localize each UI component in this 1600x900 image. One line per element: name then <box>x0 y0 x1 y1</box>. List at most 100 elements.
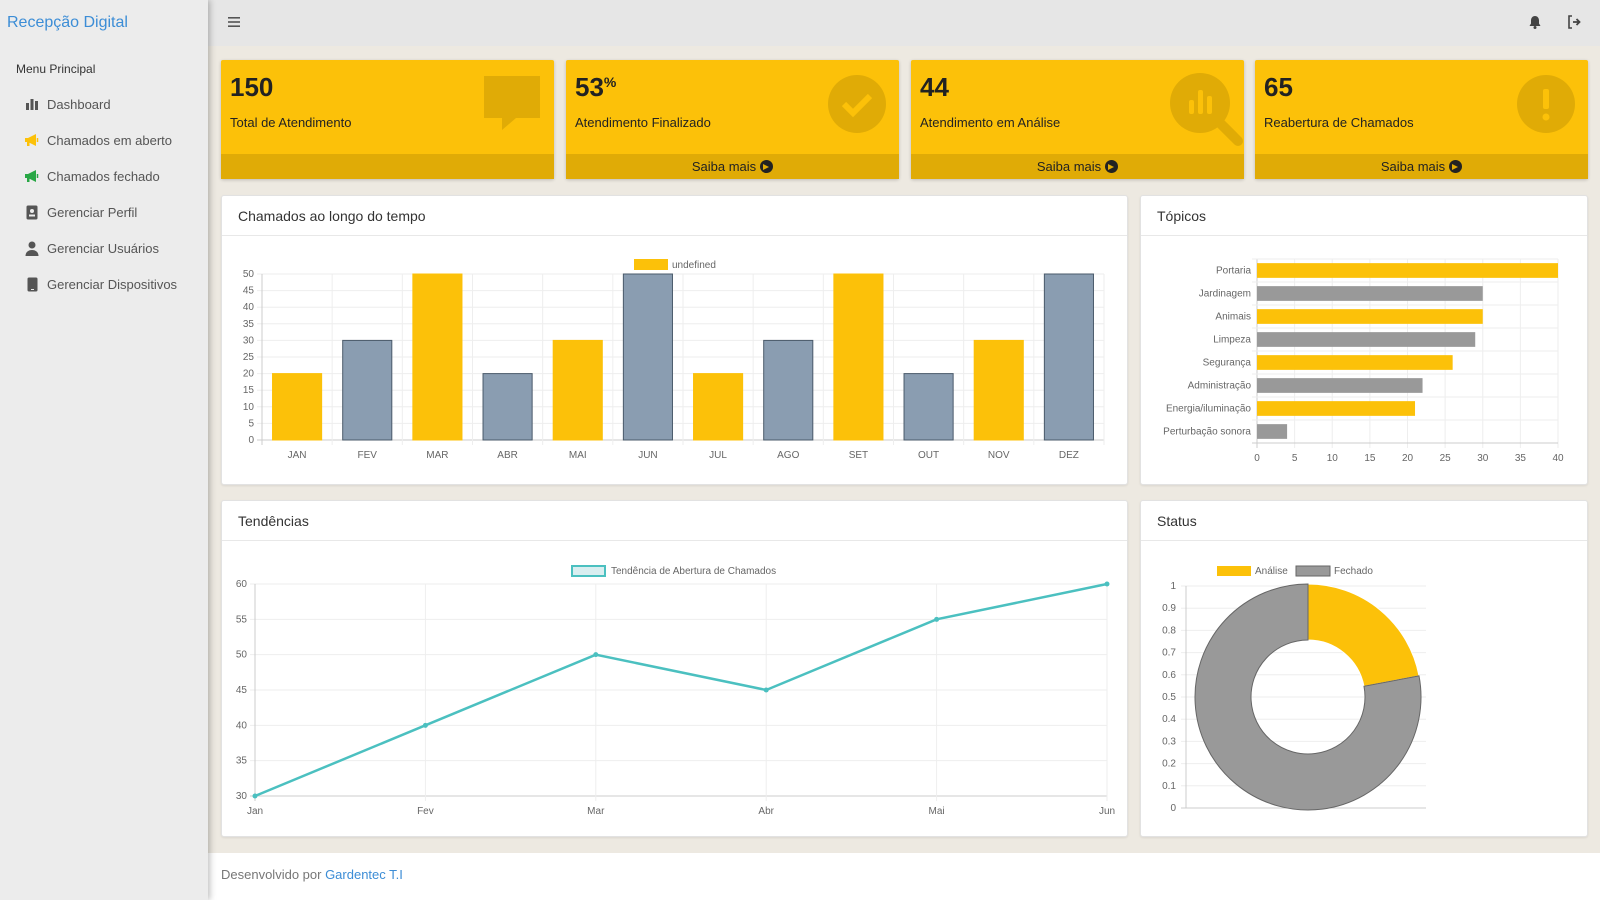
x-tick-label: Abr <box>758 806 774 817</box>
bar <box>903 373 954 441</box>
bar <box>1257 378 1423 393</box>
stat-value: 65 <box>1264 72 1293 102</box>
sidebar: Recepção Digital Menu Principal Dashboar… <box>0 0 208 900</box>
stat-value: 53% <box>575 72 617 102</box>
x-tick-label: 15 <box>1364 453 1376 464</box>
series-line <box>254 582 1108 798</box>
comment-icon <box>484 76 540 130</box>
bar <box>1257 286 1483 301</box>
data-point <box>593 652 599 658</box>
arrow-circle-right-icon <box>1105 160 1119 173</box>
legend-label: Análise <box>1255 566 1288 577</box>
y-tick-label: 0.1 <box>1162 781 1176 792</box>
legend-label: Tendência de Abertura de Chamados <box>611 566 776 577</box>
sidebar-item-chamados-fechado[interactable]: Chamados fechado <box>0 158 208 194</box>
stat-label: Atendimento Finalizado <box>575 115 711 130</box>
saiba-mais-link[interactable]: Saiba mais <box>911 154 1244 179</box>
x-tick-label: JUL <box>709 450 727 461</box>
stat-label: Total de Atendimento <box>230 115 352 130</box>
sidebar-item-gerenciar-usu-rios[interactable]: Gerenciar Usuários <box>0 230 208 266</box>
stat-label: Reabertura de Chamados <box>1264 115 1414 130</box>
y-tick-label: 0 <box>248 435 254 446</box>
y-tick-label: 0.7 <box>1162 648 1176 659</box>
legend-swatch <box>1295 565 1331 577</box>
y-tick-label: 35 <box>243 319 255 330</box>
x-tick-label: Mai <box>929 806 945 817</box>
page-footer: Desenvolvido por Gardentec T.I <box>208 853 1600 900</box>
y-tick-label: Energia/iluminação <box>1166 404 1251 415</box>
sidebar-item-gerenciar-dispositivos[interactable]: Gerenciar Dispositivos <box>0 266 208 302</box>
bar <box>482 373 533 441</box>
bar <box>1257 401 1416 416</box>
sidebar-item-label: Chamados fechado <box>47 168 160 184</box>
bar <box>1043 273 1094 441</box>
id-badge-icon <box>24 204 40 220</box>
x-tick-label: NOV <box>988 450 1010 461</box>
stat-value: 44 <box>920 72 949 102</box>
x-tick-label: 40 <box>1552 453 1564 464</box>
mobile-icon <box>24 276 40 292</box>
y-tick-label: 0.4 <box>1162 714 1176 725</box>
data-point <box>252 793 258 799</box>
sidebar-item-label: Gerenciar Dispositivos <box>47 276 178 292</box>
x-tick-label: ABR <box>497 450 518 461</box>
stat-card-total: 150 Total de Atendimento <box>221 60 554 179</box>
saiba-mais-link[interactable]: Saiba mais <box>1255 154 1588 179</box>
x-tick-label: 35 <box>1515 453 1527 464</box>
y-tick-label: 10 <box>243 402 255 413</box>
y-tick-label: 55 <box>236 614 248 625</box>
stat-value: 150 <box>230 72 274 102</box>
exclamation-circle-icon <box>1517 75 1575 133</box>
bar <box>1257 263 1558 278</box>
bar <box>272 373 323 441</box>
bar <box>763 339 814 441</box>
y-tick-label: Perturbação sonora <box>1163 427 1251 438</box>
legend-swatch <box>1217 566 1251 576</box>
y-tick-label: 0.8 <box>1162 625 1176 636</box>
user-icon <box>24 240 40 256</box>
stat-card-analise: 44 Atendimento em Análise Saiba mais <box>911 60 1244 179</box>
bar <box>1257 309 1483 324</box>
bar <box>1257 355 1453 370</box>
brand-link[interactable]: Recepção Digital <box>7 14 128 31</box>
footer-text: Desenvolvido por <box>221 867 326 882</box>
y-tick-label: 45 <box>243 286 255 297</box>
y-tick-label: 0 <box>1170 803 1176 814</box>
bar <box>412 273 463 441</box>
data-point <box>1104 581 1110 587</box>
sidebar-item-chamados-em-aberto[interactable]: Chamados em aberto <box>0 122 208 158</box>
bar <box>833 273 884 441</box>
x-tick-label: 10 <box>1327 453 1339 464</box>
y-tick-label: 0.9 <box>1162 603 1176 614</box>
arrow-circle-right-icon <box>1449 160 1463 173</box>
y-tick-label: 20 <box>243 369 255 380</box>
chart-card-status: Status 0 0.1 0.2 0.3 0.4 0.5 0.6 0.7 0.8 0.9 1 Anál… <box>1140 500 1588 837</box>
x-tick-label: Jan <box>247 806 263 817</box>
donut-chart: 0 0.1 0.2 0.3 0.4 0.5 0.6 0.7 0.8 0.9 1 Análise Fech… <box>1162 565 1426 814</box>
sidebar-item-label: Gerenciar Usuários <box>47 240 159 256</box>
x-tick-label: JUN <box>638 450 657 461</box>
y-tick-label: Jardinagem <box>1199 289 1251 300</box>
arrow-circle-right-icon <box>760 160 774 173</box>
y-tick-label: 0.5 <box>1162 692 1176 703</box>
bell-icon[interactable] <box>1527 14 1543 30</box>
sidebar-item-gerenciar-perfil[interactable]: Gerenciar Perfil <box>0 194 208 230</box>
x-tick-label: Mar <box>587 806 605 817</box>
footer-link[interactable]: Gardentec T.I <box>325 867 403 882</box>
hamburger-icon[interactable] <box>226 14 242 30</box>
card-title: Tendências <box>222 501 1127 541</box>
x-tick-label: 0 <box>1254 453 1260 464</box>
y-tick-label: Portaria <box>1216 266 1251 277</box>
bar-chart-icon <box>24 96 40 112</box>
search-chart-icon <box>1170 73 1243 146</box>
y-tick-label: 30 <box>236 791 248 802</box>
sign-out-icon[interactable] <box>1566 14 1582 30</box>
sidebar-item-dashboard[interactable]: Dashboard <box>0 86 208 122</box>
bar <box>342 339 393 441</box>
saiba-mais-link[interactable]: Saiba mais <box>566 154 899 179</box>
data-point <box>934 616 940 622</box>
bar <box>1257 332 1476 347</box>
x-tick-label: Fev <box>417 806 434 817</box>
y-tick-label: 0.3 <box>1162 736 1176 747</box>
menu-header: Menu Principal <box>16 62 96 76</box>
